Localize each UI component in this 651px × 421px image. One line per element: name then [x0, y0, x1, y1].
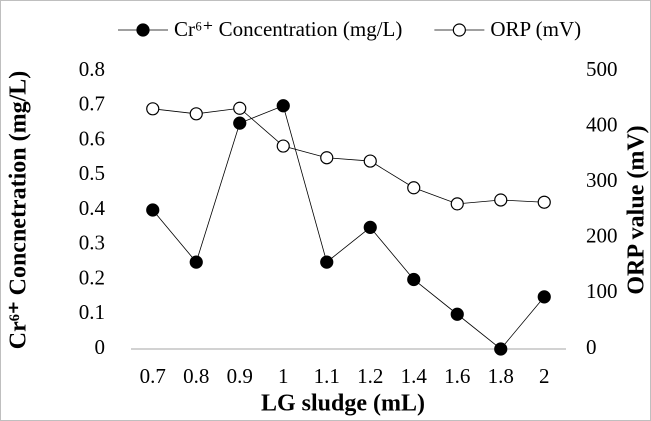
x-tick-label: 1 — [278, 364, 289, 388]
data-point — [320, 255, 334, 269]
series-line — [152, 107, 545, 205]
x-tick-label: 1.4 — [401, 364, 428, 388]
legend-label: Cr⁶⁺ Concentration (mg/L) — [174, 17, 402, 41]
data-point — [494, 193, 508, 207]
data-point — [450, 197, 464, 211]
data-point — [276, 99, 290, 113]
data-point — [363, 154, 377, 168]
y2-tick-label: 300 — [586, 168, 618, 192]
data-point — [494, 342, 508, 356]
y-axis-title: Cr⁶⁺ Concnetration (mg/L) — [6, 71, 32, 349]
data-point — [146, 102, 160, 116]
y2-tick-label: 400 — [586, 112, 618, 136]
x-tick-label: 1.1 — [314, 364, 340, 388]
y-tick-label: 0.3 — [79, 231, 105, 255]
legend-marker — [452, 23, 466, 37]
x-tick-label: 0.8 — [183, 364, 209, 388]
data-point — [189, 107, 203, 121]
data-point — [276, 139, 290, 153]
x-tick-label: 0.9 — [227, 364, 253, 388]
data-point — [233, 116, 247, 130]
data-point — [189, 255, 203, 269]
data-point — [407, 181, 421, 195]
y2-axis-title: ORP value (mV) — [624, 125, 650, 294]
data-point — [233, 101, 247, 115]
y-tick-label: 0.5 — [79, 161, 105, 185]
series-line — [152, 105, 545, 350]
data-point — [537, 290, 551, 304]
data-point — [537, 195, 551, 209]
x-tick-label: 2 — [539, 364, 550, 388]
y2-tick-label: 0 — [586, 335, 597, 359]
x-tick-label: 1.2 — [357, 364, 383, 388]
legend-marker — [136, 23, 150, 37]
y-tick-label: 0 — [95, 335, 106, 359]
y2-tick-label: 200 — [586, 224, 618, 248]
data-point — [146, 203, 160, 217]
y-tick-label: 0.4 — [79, 196, 106, 220]
y2-tick-label: 100 — [586, 279, 618, 303]
y-tick-label: 0.8 — [79, 57, 105, 81]
x-tick-label: 1.8 — [488, 364, 514, 388]
data-point — [320, 151, 334, 165]
y-tick-label: 0.6 — [79, 126, 105, 150]
legend-label: ORP (mV) — [490, 17, 581, 41]
x-tick-label: 1.6 — [444, 364, 470, 388]
y2-tick-label: 500 — [586, 57, 618, 81]
data-point — [363, 220, 377, 234]
y-tick-label: 0.2 — [79, 265, 105, 289]
data-point — [450, 307, 464, 321]
data-point — [407, 272, 421, 287]
y-tick-label: 0.1 — [79, 300, 105, 324]
y-tick-label: 0.7 — [79, 92, 105, 116]
x-tick-label: 0.7 — [140, 364, 166, 388]
x-axis-title: LG sludge (mL) — [261, 391, 425, 417]
